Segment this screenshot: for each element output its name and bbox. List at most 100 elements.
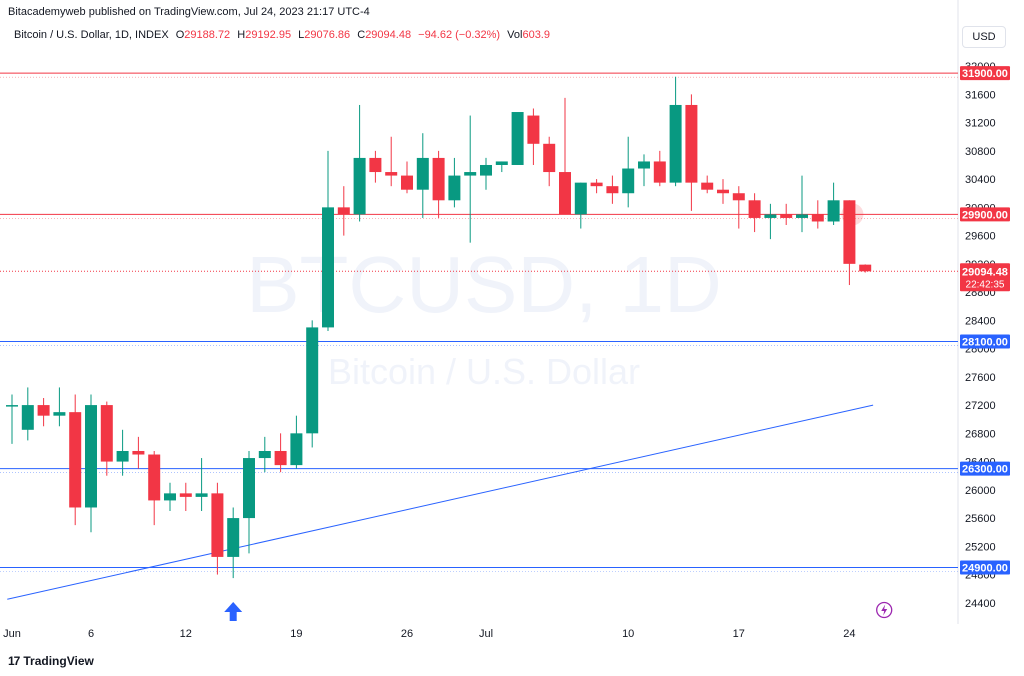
y-tick-label-4: 26000 xyxy=(965,485,996,497)
candle-body xyxy=(164,493,176,501)
candle-42 xyxy=(669,76,682,187)
candle-1 xyxy=(21,387,34,441)
candle-body xyxy=(559,172,571,215)
candle-body xyxy=(511,112,524,165)
open-label: O xyxy=(175,29,185,41)
candle-body xyxy=(717,189,729,194)
candle-16 xyxy=(258,436,271,473)
candle-3 xyxy=(53,387,66,427)
candle-body xyxy=(764,214,777,218)
lightning-bolt xyxy=(881,604,888,616)
vol-label: Vol xyxy=(507,29,523,41)
candle-body xyxy=(843,200,856,264)
countdown-label: 22:42:35 xyxy=(966,279,1005,290)
candle-body xyxy=(495,161,508,165)
y-tick-label-10: 28400 xyxy=(965,315,996,327)
candle-body xyxy=(448,175,461,201)
y-tick-label-3: 25600 xyxy=(965,513,996,525)
candle-body xyxy=(811,214,824,222)
watermark-symbol: BTCUSD, 1D xyxy=(246,240,722,329)
level-label-bg-2 xyxy=(960,334,1010,349)
candle-39 xyxy=(622,136,635,208)
candle-body xyxy=(369,157,382,173)
candle-body xyxy=(701,182,714,190)
candle-8 xyxy=(132,436,145,469)
candle-body xyxy=(385,172,398,176)
candle-13 xyxy=(211,482,224,575)
candle-30 xyxy=(480,157,492,190)
candle-body xyxy=(337,207,350,215)
candle-body xyxy=(353,157,366,215)
candle-body xyxy=(590,182,603,187)
candle-26 xyxy=(416,133,429,218)
vol-value: 603.9 xyxy=(522,29,550,41)
trendline xyxy=(7,404,874,600)
publisher-line: Bitacademyweb published on TradingView.c… xyxy=(8,6,370,18)
candle-body xyxy=(827,200,840,222)
candle-body xyxy=(796,214,808,218)
candle-2 xyxy=(37,398,50,427)
candle-19 xyxy=(306,320,319,448)
low-label: L xyxy=(298,29,305,41)
symbol-info: Bitcoin / U.S. Dollar, 1D, INDEX O29188.… xyxy=(14,29,554,41)
candle-5 xyxy=(85,394,97,533)
level-label-2: 28100.00 xyxy=(962,337,1008,349)
candle-body xyxy=(732,193,745,201)
x-tick-label-8: 24 xyxy=(843,628,855,640)
candle-41 xyxy=(653,150,666,187)
candle-body xyxy=(859,264,872,272)
x-tick-label-6: 10 xyxy=(622,628,634,640)
candle-0 xyxy=(6,394,18,444)
currency-button[interactable]: USD xyxy=(962,26,1006,48)
candle-54 xyxy=(859,264,872,273)
candle-37 xyxy=(590,179,603,194)
level-label-3: 26300.00 xyxy=(962,464,1008,476)
candle-23 xyxy=(369,150,382,183)
y-tick-label-17: 31200 xyxy=(965,118,996,130)
arrow-up-icon xyxy=(224,602,243,621)
candle-body xyxy=(416,157,429,190)
candle-27 xyxy=(432,150,445,218)
change-value: −94.62 (−0.32%) xyxy=(418,29,501,41)
candle-32 xyxy=(511,112,524,165)
lightning-icon xyxy=(876,601,893,619)
level-label-bg-4 xyxy=(960,560,1010,575)
candle-34 xyxy=(543,136,556,187)
y-tick-label-6: 26800 xyxy=(965,428,996,440)
candle-50 xyxy=(796,175,808,233)
x-tick-label-4: 26 xyxy=(401,628,413,640)
candle-body xyxy=(543,143,556,173)
candle-body xyxy=(290,433,303,466)
tradingview-logo[interactable]: 17 TradingView xyxy=(8,654,94,668)
y-tick-label-13: 29600 xyxy=(965,231,996,243)
candle-6 xyxy=(100,401,113,476)
x-tick-label-5: Jul xyxy=(479,628,493,640)
candle-48 xyxy=(764,203,777,240)
y-tick-label-8: 27600 xyxy=(965,372,996,384)
candle-24 xyxy=(385,136,398,187)
candle-body xyxy=(780,214,793,218)
watermark-description: Bitcoin / U.S. Dollar xyxy=(328,351,640,392)
candle-body xyxy=(622,168,635,194)
candle-body xyxy=(243,458,255,519)
candle-body xyxy=(132,450,145,455)
candle-14 xyxy=(227,507,240,579)
candle-body xyxy=(100,405,113,462)
candle-body xyxy=(432,157,445,201)
candle-body xyxy=(669,104,682,183)
candle-10 xyxy=(164,482,176,512)
candle-46 xyxy=(732,186,745,229)
candle-15 xyxy=(243,450,255,554)
candle-body xyxy=(227,518,240,557)
level-label-0: 31900.00 xyxy=(962,68,1008,80)
level-label-4: 24900.00 xyxy=(962,563,1008,575)
candle-body xyxy=(574,182,587,215)
candle-body xyxy=(322,207,334,328)
candle-38 xyxy=(606,175,619,204)
level-label-bg-0 xyxy=(960,66,1010,81)
candle-36 xyxy=(574,182,587,229)
candle-28 xyxy=(448,157,461,208)
candle-47 xyxy=(748,193,761,233)
candle-body xyxy=(179,493,192,497)
